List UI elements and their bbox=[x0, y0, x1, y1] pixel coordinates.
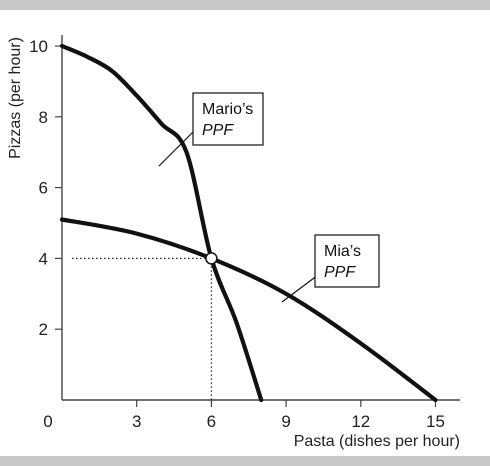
y-tick-label: 6 bbox=[39, 179, 48, 198]
x-axis-label: Pasta (dishes per hour) bbox=[294, 433, 460, 450]
x-tick-label: 0 bbox=[43, 412, 52, 431]
y-tick-label: 10 bbox=[29, 37, 48, 56]
intersection-point bbox=[205, 252, 218, 265]
mario-ppf-curve bbox=[59, 43, 264, 403]
ppf-chart: 0 3 6 9 12 15 2 4 6 8 10 Mario’s PPF Mia’s PPF Pasta … bbox=[7, 35, 460, 450]
chart-frame: 0 3 6 9 12 15 2 4 6 8 10 Mario’s PPF Mia’s PPF Pasta … bbox=[0, 10, 490, 456]
guide-lines bbox=[72, 257, 212, 400]
mia-ppf-curve bbox=[59, 217, 438, 403]
mario-label-leader bbox=[158, 128, 197, 167]
mia-label-name: Mia’s bbox=[324, 243, 361, 260]
x-tick-label: 3 bbox=[132, 412, 141, 431]
y-tick-label: 4 bbox=[39, 249, 48, 268]
curves bbox=[59, 43, 438, 403]
mario-label: Mario’s PPF bbox=[158, 92, 264, 167]
mario-label-box bbox=[192, 92, 264, 146]
ticks: 0 3 6 9 12 15 2 4 6 8 10 bbox=[29, 37, 445, 431]
y-tick-label: 8 bbox=[39, 108, 48, 127]
mario-label-ppf: PPF bbox=[202, 122, 234, 139]
mia-label-ppf: PPF bbox=[324, 264, 356, 281]
x-tick-label: 15 bbox=[426, 412, 445, 431]
x-tick-label: 6 bbox=[207, 412, 216, 431]
x-tick-label: 12 bbox=[351, 412, 370, 431]
axes bbox=[61, 35, 460, 401]
curve-labels: Mario’s PPF Mia’s PPF bbox=[158, 92, 380, 303]
y-axis-label: Pizzas (per hour) bbox=[7, 37, 24, 159]
mia-label: Mia’s PPF bbox=[281, 234, 380, 303]
y-tick-label: 2 bbox=[39, 320, 48, 339]
x-tick-label: 9 bbox=[281, 412, 290, 431]
mia-label-box bbox=[314, 234, 380, 288]
mario-label-name: Mario’s bbox=[202, 101, 253, 118]
